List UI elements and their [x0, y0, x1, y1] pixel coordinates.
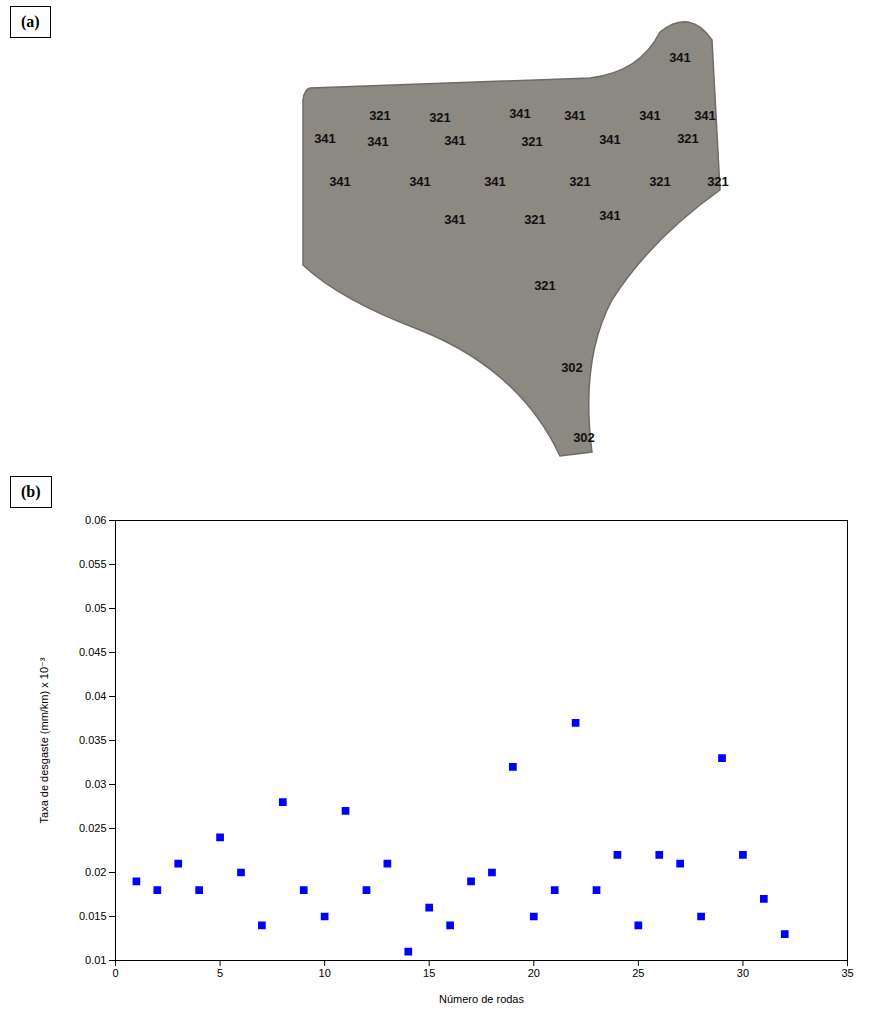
svg-text:0.04: 0.04 — [85, 690, 106, 702]
svg-text:321: 321 — [369, 108, 391, 123]
svg-text:0.035: 0.035 — [79, 734, 107, 746]
svg-text:341: 341 — [329, 174, 351, 189]
svg-text:0.05: 0.05 — [85, 602, 106, 614]
svg-text:321: 321 — [677, 131, 699, 146]
svg-text:0.045: 0.045 — [79, 646, 107, 658]
svg-text:341: 341 — [484, 174, 506, 189]
svg-text:321: 321 — [534, 278, 556, 293]
svg-text:341: 341 — [409, 174, 431, 189]
svg-text:341: 341 — [694, 108, 716, 123]
svg-text:341: 341 — [509, 106, 531, 121]
svg-text:20: 20 — [528, 967, 540, 979]
html-text:(a): (a) — [21, 13, 40, 30]
svg-text:321: 321 — [524, 212, 546, 227]
svg-text:0.03: 0.03 — [85, 778, 106, 790]
svg-text:Número de rodas: Número de rodas — [439, 993, 524, 1005]
svg-text:0.055: 0.055 — [79, 558, 107, 570]
svg-text:321: 321 — [429, 110, 451, 125]
svg-text:302: 302 — [573, 430, 595, 445]
svg-text:15: 15 — [423, 967, 435, 979]
svg-text:321: 321 — [569, 174, 591, 189]
svg-text:341: 341 — [639, 108, 661, 123]
svg-text:30: 30 — [737, 967, 749, 979]
svg-text:0.06: 0.06 — [85, 514, 106, 526]
svg-text:341: 341 — [669, 50, 691, 65]
svg-text:0.025: 0.025 — [79, 822, 107, 834]
svg-text:341: 341 — [564, 108, 586, 123]
svg-text:341: 341 — [444, 212, 466, 227]
svg-text:341: 341 — [367, 134, 389, 149]
svg-text:341: 341 — [599, 208, 621, 223]
svg-text:341: 341 — [444, 133, 466, 148]
svg-text:321: 321 — [707, 174, 729, 189]
svg-text:341: 341 — [314, 131, 336, 146]
svg-text:0.01: 0.01 — [85, 954, 106, 966]
svg-text:321: 321 — [521, 134, 543, 149]
svg-text:0: 0 — [112, 967, 118, 979]
svg-text:0.02: 0.02 — [85, 866, 106, 878]
svg-text:25: 25 — [632, 967, 644, 979]
html-text:(b): (b) — [21, 483, 41, 500]
svg-text:10: 10 — [319, 967, 331, 979]
svg-text:302: 302 — [561, 360, 583, 375]
svg-text:321: 321 — [649, 174, 671, 189]
svg-text:35: 35 — [841, 967, 853, 979]
svg-text:5: 5 — [217, 967, 223, 979]
svg-text:Taxa de desgaste (mm/km) x 10⁻: Taxa de desgaste (mm/km) x 10⁻³ — [38, 657, 50, 823]
svg-text:341: 341 — [599, 132, 621, 147]
svg-text:0.015: 0.015 — [79, 910, 107, 922]
